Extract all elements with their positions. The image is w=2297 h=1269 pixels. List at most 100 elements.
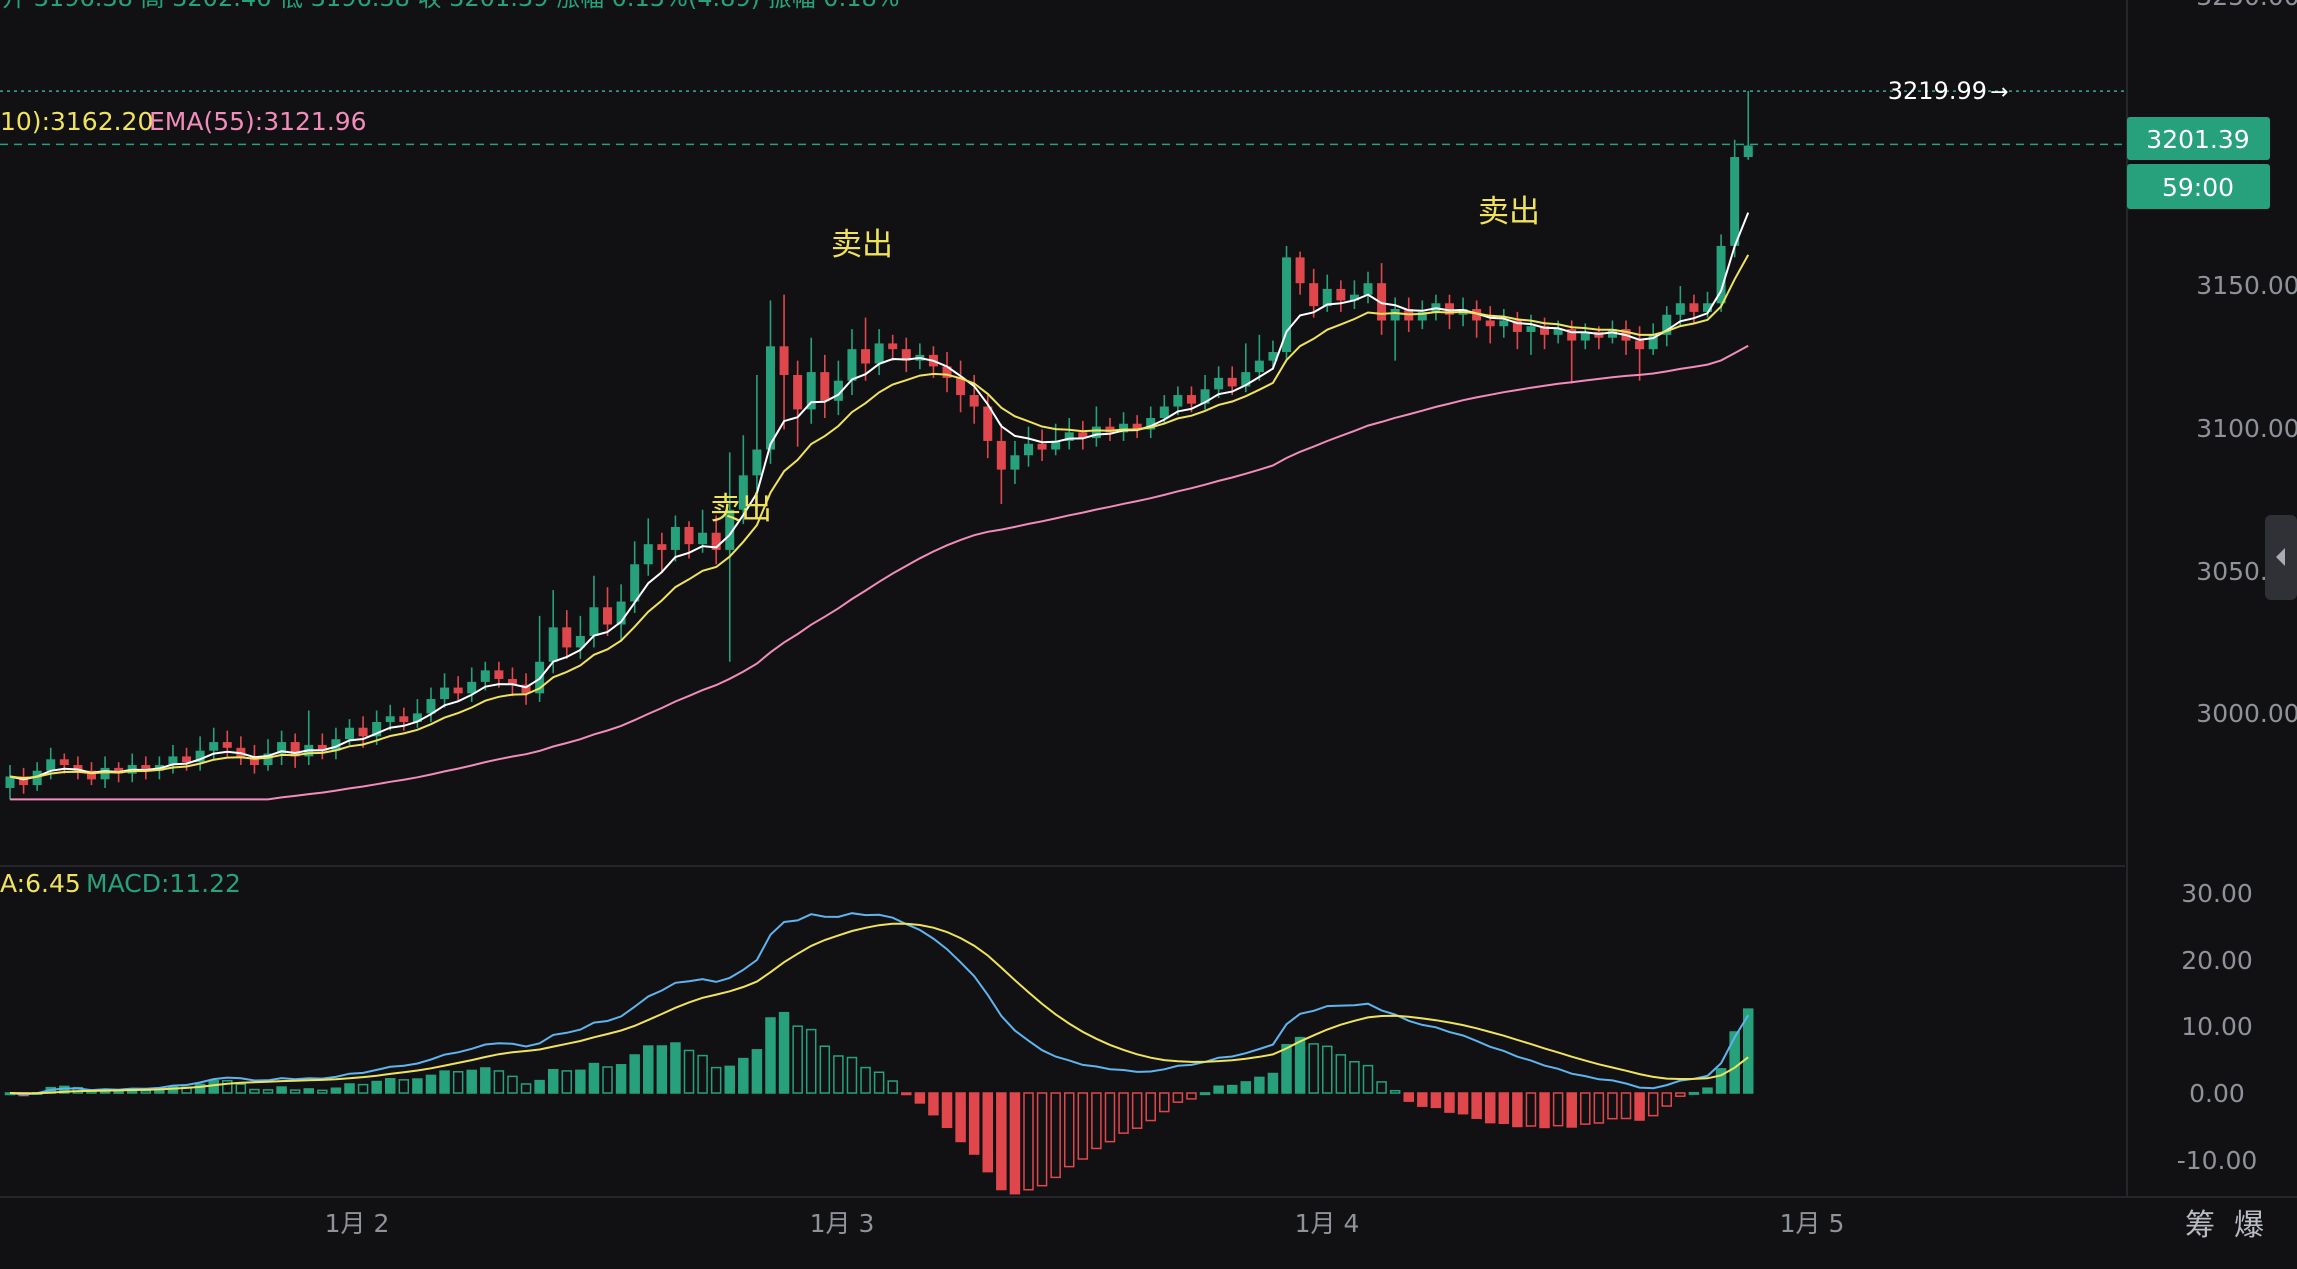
candle-body xyxy=(1227,377,1237,387)
price-tick-label: 3100.00 xyxy=(2196,414,2297,443)
price-tick-label: 3000.00 xyxy=(2196,699,2297,728)
candle-body xyxy=(833,380,843,401)
macd-bar xyxy=(1308,1043,1319,1094)
candle-body xyxy=(358,727,368,737)
macd-bar xyxy=(1199,1092,1211,1096)
candle xyxy=(657,532,667,573)
candle-body xyxy=(32,770,42,786)
candle xyxy=(765,300,775,464)
chip-distribution-button[interactable]: 筹 xyxy=(2185,1208,2215,1243)
candle-body xyxy=(1078,432,1088,439)
macd-bar xyxy=(1580,1092,1591,1125)
macd-bar xyxy=(113,1090,124,1094)
candle-body xyxy=(861,349,871,364)
macd-bar xyxy=(439,1070,450,1094)
candle-body xyxy=(1010,455,1020,470)
candle-body xyxy=(209,742,219,751)
candle-body xyxy=(1295,257,1305,284)
candle-body xyxy=(507,678,517,685)
macd-bar xyxy=(1376,1081,1387,1094)
panel-separators xyxy=(0,0,2297,1198)
macd-bar xyxy=(1240,1081,1252,1094)
candle-body xyxy=(1390,309,1400,321)
candle xyxy=(752,374,762,493)
macd-bar xyxy=(1349,1060,1360,1094)
macd-bar xyxy=(167,1086,179,1094)
macd-bar xyxy=(1063,1092,1075,1168)
candle xyxy=(1227,366,1237,396)
macd-histogram xyxy=(4,1008,1754,1195)
candle-body xyxy=(412,713,422,722)
time-tick-label: 1月 3 xyxy=(810,1209,875,1238)
candle xyxy=(1010,440,1020,484)
candle xyxy=(575,615,585,659)
macd-bar xyxy=(1675,1092,1686,1097)
candle-body xyxy=(5,776,15,788)
candle-body xyxy=(1485,320,1495,327)
candle-body xyxy=(86,770,96,780)
macd-bar xyxy=(1661,1092,1673,1107)
last-price-value: 3201.39 xyxy=(2146,125,2249,154)
ema-lines xyxy=(9,212,1750,801)
macd-bar xyxy=(208,1079,219,1094)
macd-dif-line xyxy=(9,912,1750,1096)
macd-bar xyxy=(1457,1092,1469,1115)
candle xyxy=(1730,139,1740,258)
macd-bar xyxy=(738,1057,749,1094)
macd-bar xyxy=(683,1049,695,1094)
macd-bar xyxy=(656,1045,668,1094)
macd-tick-label: 10.00 xyxy=(2181,1012,2253,1041)
macd-bar xyxy=(928,1092,939,1116)
candle xyxy=(236,736,246,766)
candle-body xyxy=(1743,145,1753,158)
candle xyxy=(643,518,653,576)
macd-bar xyxy=(1607,1092,1618,1120)
candle xyxy=(1743,91,1753,160)
macd-bar xyxy=(520,1083,532,1094)
candle-body xyxy=(711,532,721,550)
macd-bar xyxy=(371,1080,382,1094)
macd-bar xyxy=(1226,1084,1238,1094)
candle-body xyxy=(521,684,531,694)
macd-bar xyxy=(1335,1054,1347,1094)
candle xyxy=(1621,320,1631,355)
candle-body xyxy=(698,532,708,545)
time-tick-label: 1月 4 xyxy=(1295,1209,1360,1238)
candle xyxy=(1024,426,1033,467)
macd-bar xyxy=(1036,1092,1048,1187)
candle-body xyxy=(263,753,273,766)
candle xyxy=(1377,263,1387,335)
macd-bar xyxy=(1172,1092,1184,1103)
signal-labels: 卖出 卖出 卖出 xyxy=(710,194,1540,527)
macd-bar xyxy=(507,1075,518,1094)
macd-bar xyxy=(778,1011,790,1094)
macd-bar xyxy=(1688,1091,1700,1095)
candle xyxy=(141,756,151,780)
macd-bar xyxy=(1118,1092,1129,1134)
macd-tick-label: 0.00 xyxy=(2189,1079,2245,1108)
collapse-panel-handle[interactable] xyxy=(2265,515,2297,600)
candle xyxy=(59,753,69,774)
macd-bar xyxy=(941,1092,953,1129)
chevron-left-icon xyxy=(2276,548,2285,566)
macd-bar xyxy=(914,1092,926,1104)
candle-body xyxy=(222,742,232,748)
candle-body xyxy=(1119,423,1129,433)
liquidation-button[interactable]: 爆 xyxy=(2234,1208,2264,1243)
macd-bar xyxy=(792,1025,803,1094)
candle xyxy=(426,687,436,722)
candle xyxy=(521,673,531,705)
candle xyxy=(127,753,137,783)
candle-body xyxy=(1635,340,1645,350)
macd-bar xyxy=(887,1080,898,1094)
macd-bar xyxy=(833,1055,844,1094)
macd-bar xyxy=(276,1086,287,1094)
candle-body xyxy=(820,372,830,401)
candle-body xyxy=(1648,334,1658,350)
candle-body xyxy=(752,449,762,476)
candle xyxy=(1485,306,1495,344)
macd-bar xyxy=(602,1066,613,1094)
candle xyxy=(1662,306,1672,347)
price-tick-label: 3250.00 xyxy=(2196,0,2297,11)
macd-bar xyxy=(1512,1092,1523,1128)
